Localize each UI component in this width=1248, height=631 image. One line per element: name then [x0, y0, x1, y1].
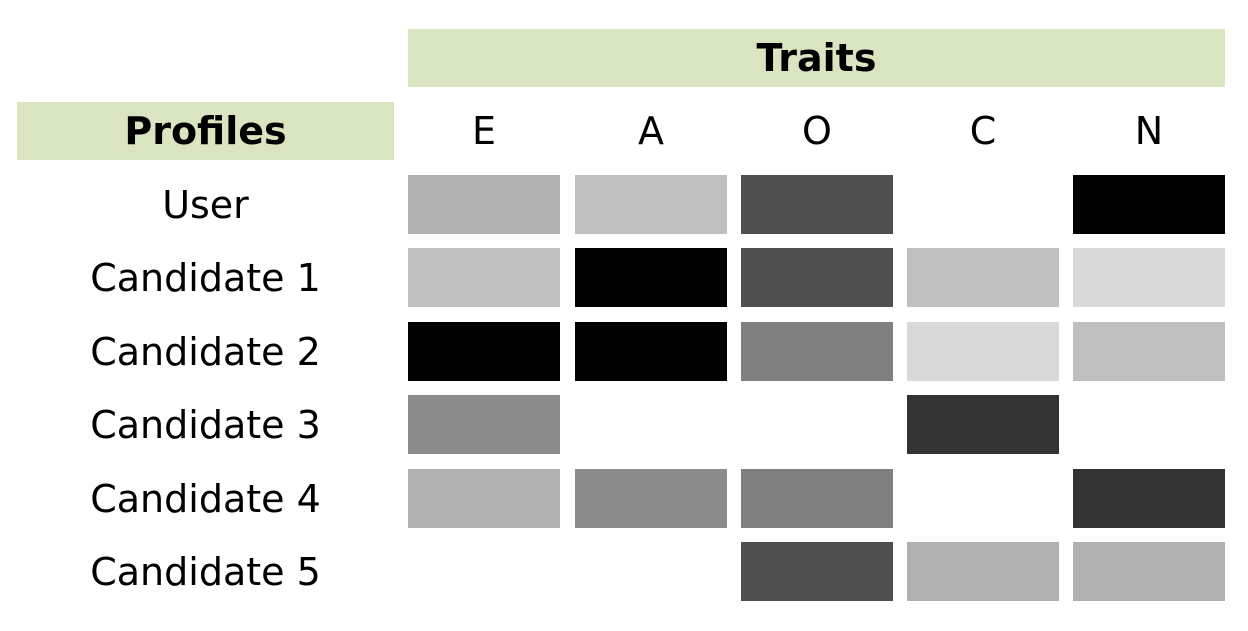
- heatmap-cell-r5-c3: [907, 542, 1059, 601]
- heatmap-cell-r1-c1: [575, 248, 727, 307]
- column-label-a: A: [638, 109, 664, 153]
- heatmap-cell-r2-c4: [1073, 322, 1225, 381]
- profiles-header: Profiles: [17, 102, 394, 160]
- heatmap-cell-r3-c1: [575, 395, 727, 454]
- heatmap-cell-r4-c2: [741, 469, 893, 528]
- heatmap-cell-r0-c2: [741, 175, 893, 234]
- row-label-candidate-4: Candidate 4: [90, 477, 321, 521]
- row-label-candidate-2: Candidate 2: [90, 330, 321, 374]
- heatmap-cell-r2-c3: [907, 322, 1059, 381]
- heatmap-cell-r5-c1: [575, 542, 727, 601]
- heatmap-cell-r3-c2: [741, 395, 893, 454]
- heatmap-cell-r5-c2: [741, 542, 893, 601]
- column-label-o: O: [802, 109, 832, 153]
- heatmap-cell-r3-c0: [408, 395, 560, 454]
- heatmap-cell-r1-c2: [741, 248, 893, 307]
- row-label-candidate-3: Candidate 3: [90, 403, 321, 447]
- heatmap-cell-r0-c3: [907, 175, 1059, 234]
- heatmap-cell-r4-c4: [1073, 469, 1225, 528]
- heatmap-cell-r2-c2: [741, 322, 893, 381]
- heatmap-cell-r0-c1: [575, 175, 727, 234]
- heatmap-cell-r1-c0: [408, 248, 560, 307]
- row-label-user: User: [162, 183, 249, 227]
- row-label-candidate-1: Candidate 1: [90, 256, 321, 300]
- traits-header: Traits: [408, 29, 1225, 87]
- heatmap-cell-r0-c4: [1073, 175, 1225, 234]
- heatmap-cell-r1-c3: [907, 248, 1059, 307]
- heatmap-cell-r4-c1: [575, 469, 727, 528]
- column-label-n: N: [1134, 109, 1164, 153]
- heatmap-cell-r5-c0: [408, 542, 560, 601]
- heatmap-cell-r0-c0: [408, 175, 560, 234]
- heatmap-cell-r5-c4: [1073, 542, 1225, 601]
- heatmap-cell-r2-c0: [408, 322, 560, 381]
- heatmap-cell-r2-c1: [575, 322, 727, 381]
- row-label-candidate-5: Candidate 5: [90, 550, 321, 594]
- heatmap-cell-r4-c0: [408, 469, 560, 528]
- heatmap-cell-r4-c3: [907, 469, 1059, 528]
- heatmap-cell-r1-c4: [1073, 248, 1225, 307]
- column-label-c: C: [969, 109, 997, 153]
- column-label-e: E: [471, 109, 496, 153]
- heatmap-cell-r3-c3: [907, 395, 1059, 454]
- heatmap-cell-r3-c4: [1073, 395, 1225, 454]
